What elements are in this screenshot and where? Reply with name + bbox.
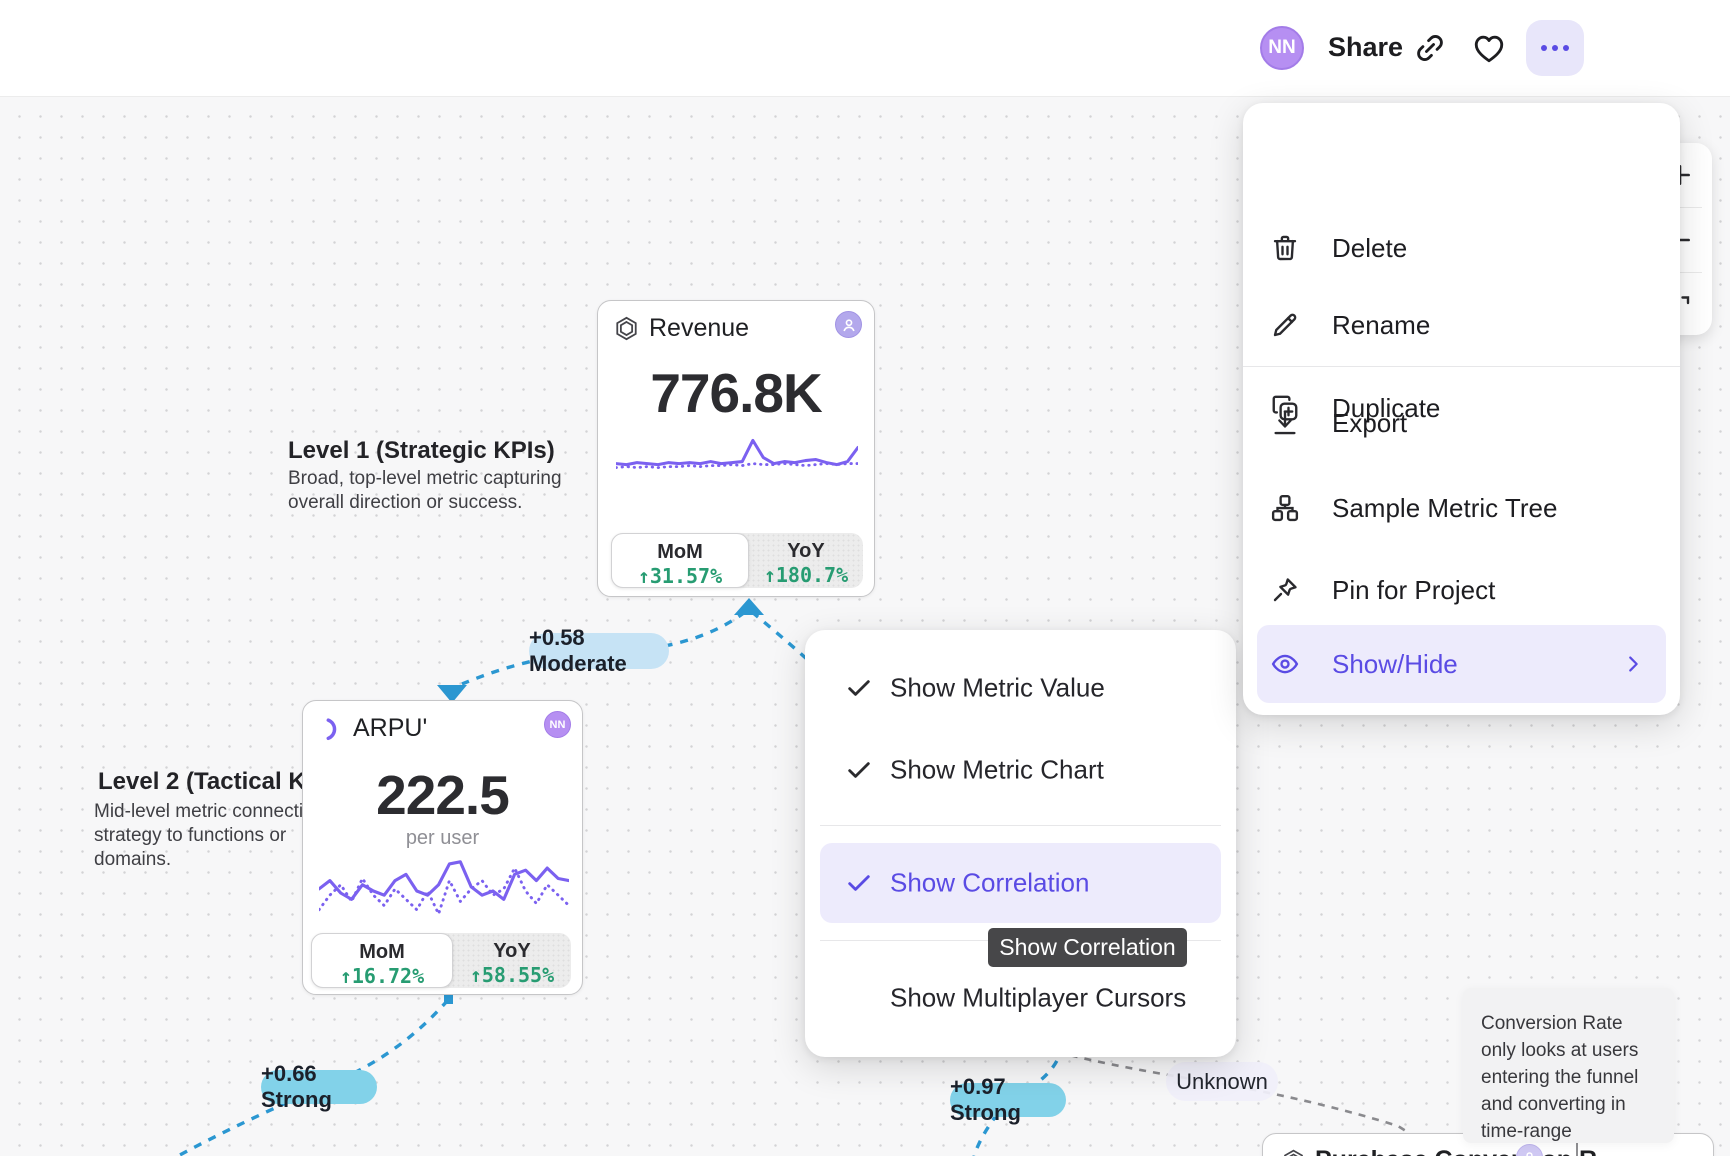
check-icon xyxy=(848,680,870,696)
menu-item-pin-for-project[interactable]: Pin for Project xyxy=(1243,557,1680,623)
correlation-badge-strong-2: +0.97 Strong xyxy=(950,1074,1066,1125)
submenu-label: Show Correlation xyxy=(890,867,1090,898)
arpu-yoy-tab[interactable]: YoY ↑58.55% xyxy=(453,933,571,988)
pencil-icon xyxy=(1273,313,1297,337)
arpu-owner-avatar: NN xyxy=(544,711,571,738)
yoy-value: ↑58.55% xyxy=(469,963,555,987)
submenu-divider xyxy=(820,825,1221,826)
yoy-value: ↑180.7% xyxy=(763,563,849,587)
show-correlation-tooltip: Show Correlation xyxy=(988,928,1187,967)
correlation-badge-strong-1: +0.66 Strong xyxy=(261,1061,377,1112)
menu-divider xyxy=(1243,366,1680,367)
pin-icon xyxy=(1273,578,1297,602)
menu-item-sample-metric-tree[interactable]: Sample Metric Tree xyxy=(1243,475,1680,541)
revenue-owner-avatar xyxy=(835,311,862,338)
submenu-label: Show Multiplayer Cursors xyxy=(890,982,1187,1013)
more-options-button[interactable] xyxy=(1526,20,1584,76)
submenu-label: Show Metric Value xyxy=(890,672,1105,703)
submenu-item-show-correlation[interactable]: Show Correlation xyxy=(820,843,1221,923)
person-icon xyxy=(1526,1152,1533,1156)
ellipsis-icon xyxy=(1541,45,1547,51)
check-icon xyxy=(848,762,870,778)
chevron-right-icon xyxy=(1629,656,1638,672)
trash-icon xyxy=(1273,235,1297,261)
link-icon xyxy=(1417,35,1443,61)
correlation-badge-unknown: Unknown xyxy=(1166,1062,1278,1101)
arpu-card-title: ARPU' xyxy=(353,714,428,742)
menu-item-rename[interactable]: Rename xyxy=(1243,292,1680,358)
favorite-button[interactable] xyxy=(1466,26,1512,70)
eye-icon xyxy=(1271,654,1299,674)
purchase-card-title: Purchase Conversion R xyxy=(1315,1146,1597,1156)
menu-label: Rename xyxy=(1332,309,1431,340)
share-button[interactable]: Share xyxy=(1328,32,1404,62)
submenu-label: Show Metric Chart xyxy=(890,754,1104,785)
menu-label: Sample Metric Tree xyxy=(1332,492,1558,523)
top-toolbar: NN Share xyxy=(0,0,1730,97)
submenu-item-show-metric-value[interactable]: Show Metric Value xyxy=(805,655,1236,721)
level-1-title: Level 1 (Strategic KPIs) xyxy=(288,437,555,464)
export-icon xyxy=(1274,411,1296,435)
conversion-rate-note: Conversion Rate only looks at users ente… xyxy=(1463,988,1674,1143)
arpu-value: 222.5 xyxy=(376,764,510,826)
yoy-label: YoY xyxy=(787,540,825,562)
hexagon-metric-icon xyxy=(1284,1149,1303,1156)
heart-icon xyxy=(1474,35,1504,63)
submenu-item-show-multiplayer-cursors[interactable]: Show Multiplayer Cursors xyxy=(805,965,1236,1031)
revenue-value: 776.8K xyxy=(650,362,822,424)
submenu-item-show-metric-chart[interactable]: Show Metric Chart xyxy=(805,737,1236,803)
menu-label: Pin for Project xyxy=(1332,574,1496,605)
mom-value: ↑31.57% xyxy=(637,564,723,588)
revenue-card-header: Revenue xyxy=(613,314,749,343)
menu-label: Show/Hide xyxy=(1332,648,1458,679)
metric-card-revenue[interactable]: Revenue 776.8K YoY ↑180.7% MoM ↑31.57% xyxy=(597,300,875,597)
menu-item-duplicate[interactable]: Duplicate xyxy=(1243,375,1680,441)
duplicate-icon xyxy=(1272,395,1298,421)
revenue-yoy-tab[interactable]: YoY ↑180.7% xyxy=(749,533,863,588)
correlation-badge-moderate: +0.58 Moderate xyxy=(529,625,669,676)
metric-tree-icon xyxy=(1271,494,1299,522)
purchase-card-header: Purchase Conversion R xyxy=(1281,1146,1597,1156)
person-icon xyxy=(842,318,855,331)
arc-metric-icon xyxy=(326,717,337,740)
revenue-card-title: Revenue xyxy=(649,314,750,342)
arpu-mom-tab[interactable]: MoM ↑16.72% xyxy=(311,933,453,988)
hexagon-metric-icon xyxy=(616,316,637,341)
divider xyxy=(1658,272,1702,273)
revenue-sparkline xyxy=(616,438,858,470)
arpu-card-header: ARPU' xyxy=(318,714,427,743)
metric-card-arpu[interactable]: ARPU' NN 222.5 per user YoY ↑58.55% MoM … xyxy=(302,700,583,995)
mom-value: ↑16.72% xyxy=(339,964,425,988)
mom-label: MoM xyxy=(359,941,405,963)
arpu-unit: per user xyxy=(405,827,480,849)
check-icon xyxy=(848,875,870,891)
menu-label: Duplicate xyxy=(1332,392,1441,423)
menu-item-export[interactable]: Export xyxy=(1243,390,1680,456)
revenue-mom-tab[interactable]: MoM ↑31.57% xyxy=(611,533,749,588)
mom-label: MoM xyxy=(657,541,703,563)
divider xyxy=(1658,207,1702,208)
show-hide-submenu: Show Metric Value Show Metric Chart Show… xyxy=(805,630,1236,1057)
collab-cursor-line xyxy=(1576,1139,1578,1156)
copy-link-button[interactable] xyxy=(1408,26,1452,70)
menu-label: Export xyxy=(1332,407,1408,438)
context-menu: Delete Rename Duplicate Export xyxy=(1243,103,1680,715)
menu-item-show-hide[interactable]: Show/Hide xyxy=(1257,625,1666,703)
level-1-description: Broad, top-level metric capturing overal… xyxy=(288,468,562,513)
arpu-sparkline xyxy=(319,860,569,916)
menu-label: Delete xyxy=(1332,232,1408,263)
menu-item-delete[interactable]: Delete xyxy=(1243,215,1680,281)
level-2-description: Mid-level metric connecting strategy to … xyxy=(94,801,325,870)
user-avatar[interactable]: NN xyxy=(1260,26,1304,70)
yoy-label: YoY xyxy=(493,940,531,962)
